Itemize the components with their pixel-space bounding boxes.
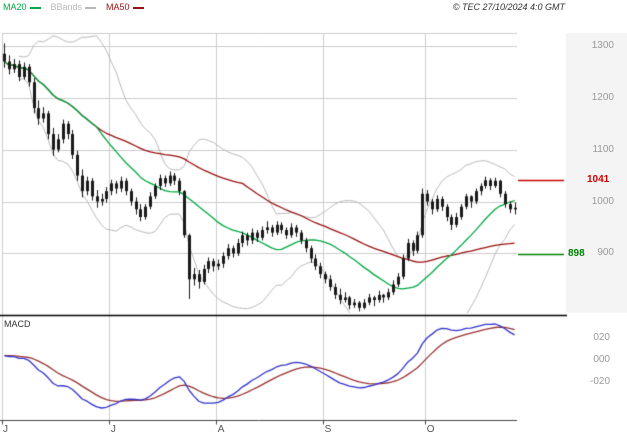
- macd-panel-title: MACD: [4, 319, 31, 329]
- legend-item-ma50: MA50: [106, 2, 144, 13]
- support-level-label: 898: [568, 248, 585, 260]
- bbands-line-swatch-icon: [85, 6, 97, 9]
- resistance-level-label: 1041: [587, 174, 610, 186]
- price-tick-1000: 1000: [591, 195, 614, 207]
- legend-item-bbands: BBands: [51, 2, 97, 13]
- month-label-sep: S: [324, 424, 332, 435]
- bbands-label: BBands: [50, 2, 83, 12]
- legend: MA20 BBands MA50: [3, 2, 144, 13]
- ma20-label: MA20: [3, 2, 27, 12]
- price-tick-1100: 1100: [592, 143, 614, 155]
- price-tick-1200: 1200: [591, 91, 614, 103]
- copyright-text: © TEC 27/10/2024 4:0 GMT: [452, 2, 565, 12]
- ma50-label: MA50: [106, 2, 130, 12]
- price-tick-1300: 1300: [591, 39, 614, 51]
- macd-tick-neg020: -020: [589, 376, 610, 387]
- ma20-line-swatch-icon: [29, 6, 41, 9]
- macd-tick-pos020: 020: [593, 332, 610, 343]
- month-label-jul: J: [110, 424, 116, 435]
- month-label-aug: A: [217, 424, 225, 435]
- macd-tick-zero: 000: [593, 354, 610, 365]
- month-label-oct: O: [426, 424, 435, 435]
- ma50-line-swatch-icon: [132, 6, 144, 9]
- legend-item-ma20: MA20: [3, 2, 41, 13]
- month-label-jun: J: [3, 424, 8, 435]
- price-tick-900: 900: [597, 247, 614, 259]
